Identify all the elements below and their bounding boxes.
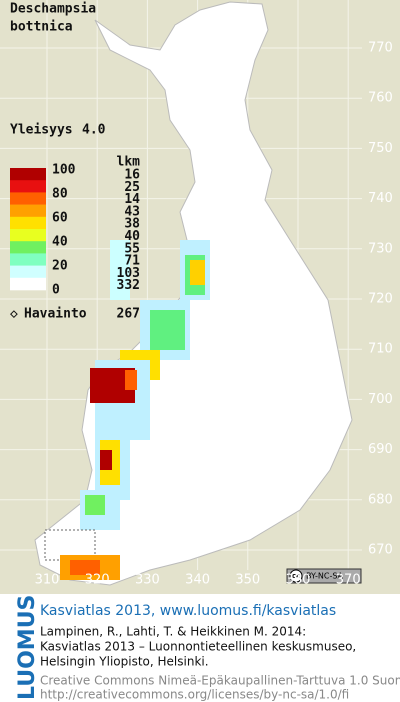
easting-label: 350 [235,573,260,588]
easting-label: 340 [185,573,210,588]
observation-label: Havainto [24,307,87,322]
citation-line: Kasviatlas 2013 – Luonnontieteellinen ke… [40,640,356,654]
legend-count: 332 [117,278,140,293]
legend-scale-label: 20 [52,259,68,274]
observation-count: 267 [117,307,140,322]
legend-count: 43 [124,204,140,219]
legend-scale-label: 40 [52,235,68,250]
legend-count: 55 [124,241,140,256]
legend-scale-label: 60 [52,211,68,226]
northing-label: 720 [368,292,393,307]
legend-swatch [10,241,46,254]
legend-count: 14 [124,192,140,207]
legend-swatch [10,216,46,230]
easting-label: 310 [35,573,60,588]
legend-count: 25 [124,180,140,195]
license-badge: cc BY-NC-SA [286,568,362,584]
legend-swatch [10,192,46,205]
legend-swatch [10,265,46,279]
northing-label: 680 [368,492,393,507]
easting-label: 360 [286,573,311,588]
northing-label: 730 [368,241,393,256]
legend-count: 16 [124,168,140,183]
legend-count: 103 [117,266,140,281]
observation-symbol: ◇ [10,307,18,322]
license-line: Creative Commons Nimeä-Epäkaupallinen-Ta… [40,674,400,688]
northing-label: 690 [368,442,393,457]
legend-scale-label: 100 [52,163,76,178]
northing-label: 710 [368,342,393,357]
legend-swatch [10,168,46,181]
legend-count: 40 [124,229,140,244]
frequency-label: Yleisyys [10,123,73,138]
legend-swatch [10,229,46,242]
atlas-link: Kasviatlas 2013, www.luomus.fi/kasviatla… [40,603,336,619]
northing-label: 700 [368,392,393,407]
northing-label: 770 [368,41,393,56]
northing-label: 750 [368,141,393,156]
easting-label: 320 [85,573,110,588]
license-line: http://creativecommons.org/licenses/by-n… [40,688,349,702]
legend-scale-label: 80 [52,187,68,202]
frequency-value: 4.0 [82,123,106,138]
easting-label: 370 [336,573,361,588]
legend-swatch [10,277,46,291]
legend-swatch [10,253,46,266]
badge-cc: cc [292,572,300,580]
legend-scale-label: 0 [52,283,60,298]
citation-line: Helsingin Yliopisto, Helsinki. [40,655,209,669]
badge-text: BY-NC-SA [306,572,344,581]
species-title: bottnica [10,20,73,35]
legend-swatch [10,204,46,218]
northing-label: 670 [368,543,393,558]
northing-label: 760 [368,91,393,106]
northing-label: 740 [368,191,393,206]
luomus-logo: LUOMUS [15,595,40,700]
easting-label: 330 [135,573,160,588]
legend-count: 38 [124,217,140,232]
species-title: Deschampsia [10,2,96,17]
distribution-cells [44,240,210,580]
legend-count: 71 [124,254,140,269]
citation-line: Lampinen, R., Lahti, T. & Heikkinen M. 2… [40,625,306,639]
legend-swatch [10,180,46,193]
count-header: lkm [117,155,141,170]
